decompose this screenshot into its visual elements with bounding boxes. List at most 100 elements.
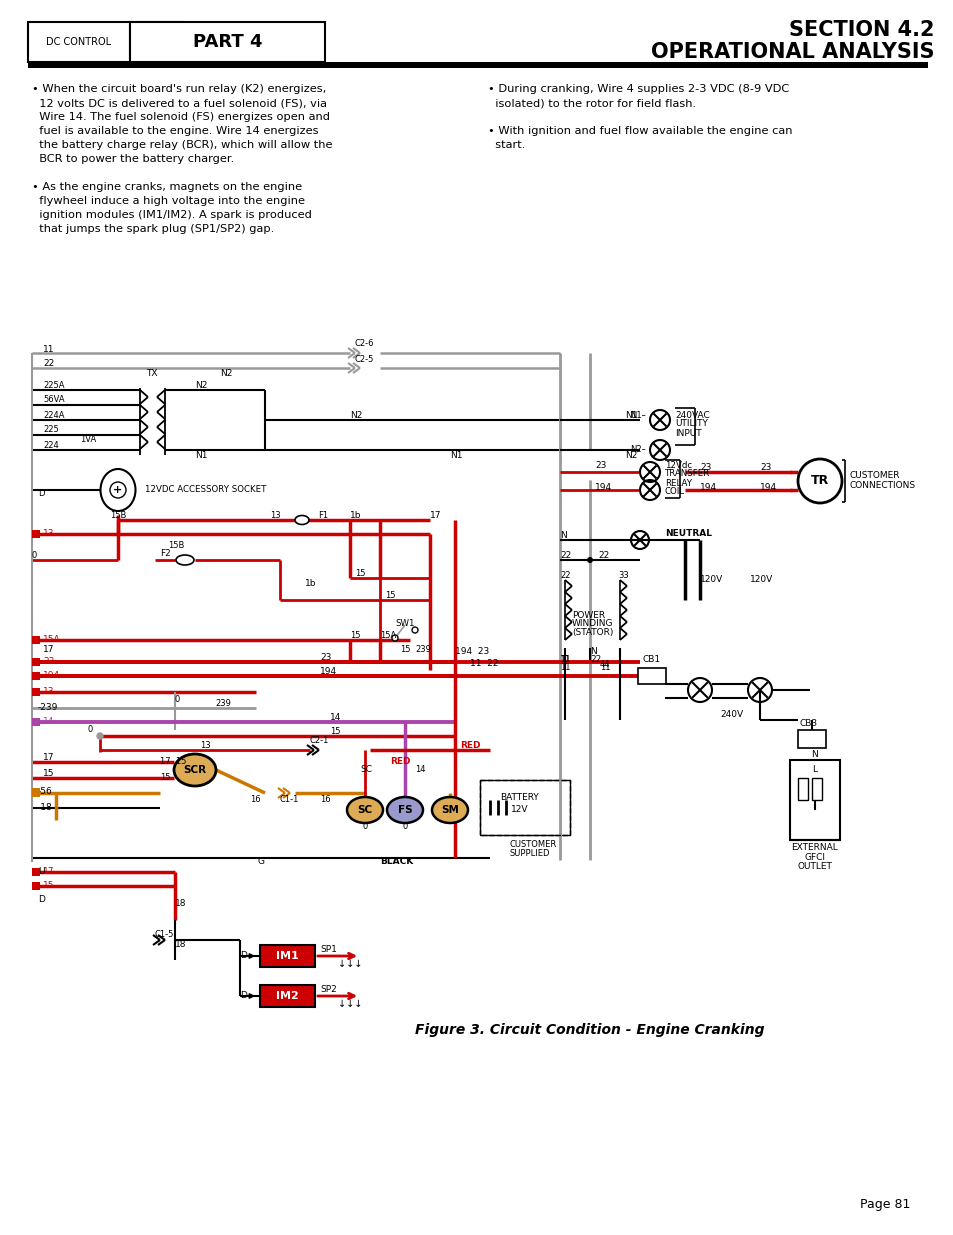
Bar <box>638 668 665 684</box>
Text: L: L <box>812 766 817 774</box>
Text: C2-1: C2-1 <box>310 736 329 746</box>
Text: 11  22: 11 22 <box>470 659 498 668</box>
Text: 15B: 15B <box>110 510 126 520</box>
Text: RED: RED <box>390 757 410 767</box>
Ellipse shape <box>175 555 193 564</box>
Text: 15: 15 <box>355 569 365 578</box>
Text: NEUTRAL: NEUTRAL <box>664 530 711 538</box>
Text: SC: SC <box>359 766 372 774</box>
Text: D: D <box>240 992 247 1000</box>
Text: SP1: SP1 <box>319 946 336 955</box>
Text: Wire 14. The fuel solenoid (FS) energizes open and: Wire 14. The fuel solenoid (FS) energize… <box>32 112 330 122</box>
Text: -239: -239 <box>38 704 58 713</box>
Text: 15: 15 <box>330 727 340 736</box>
Bar <box>797 778 807 800</box>
Text: 44: 44 <box>599 661 610 669</box>
Bar <box>260 986 314 1007</box>
Text: N2: N2 <box>350 411 362 420</box>
Text: WINDING: WINDING <box>572 620 613 629</box>
Text: IM1: IM1 <box>275 951 298 961</box>
Text: N1: N1 <box>624 411 637 420</box>
Text: N2: N2 <box>194 380 207 389</box>
Text: CB1: CB1 <box>642 656 660 664</box>
Text: 239: 239 <box>415 646 431 655</box>
Text: 194  23: 194 23 <box>455 647 489 657</box>
Text: N1–: N1– <box>629 411 645 420</box>
Text: 1b: 1b <box>305 579 316 589</box>
Text: 15B: 15B <box>168 541 184 550</box>
Text: 23: 23 <box>760 463 771 473</box>
Text: N1: N1 <box>450 452 462 461</box>
Text: 22: 22 <box>598 552 609 561</box>
Text: C2-6: C2-6 <box>355 340 375 348</box>
Ellipse shape <box>432 797 468 823</box>
Ellipse shape <box>100 469 135 511</box>
Text: 33: 33 <box>618 571 628 579</box>
Text: FS: FS <box>397 805 412 815</box>
Text: BLACK: BLACK <box>379 857 413 867</box>
Text: 0: 0 <box>32 552 37 561</box>
Circle shape <box>97 734 103 739</box>
Text: CONNECTIONS: CONNECTIONS <box>849 482 915 490</box>
Text: 194: 194 <box>700 483 717 492</box>
Text: 15A: 15A <box>43 636 61 645</box>
Text: 240V: 240V <box>720 710 742 720</box>
Text: C1-1: C1-1 <box>280 795 299 804</box>
Text: COIL: COIL <box>664 488 684 496</box>
Text: the battery charge relay (BCR), which will allow the: the battery charge relay (BCR), which wi… <box>32 140 333 149</box>
Text: 16: 16 <box>319 795 331 804</box>
Bar <box>32 788 40 797</box>
Text: SW1: SW1 <box>395 619 414 627</box>
Text: start.: start. <box>488 140 525 149</box>
Text: SP2: SP2 <box>319 986 336 994</box>
Text: 22: 22 <box>589 656 600 664</box>
Text: 16: 16 <box>250 795 260 804</box>
Text: 194: 194 <box>43 672 60 680</box>
Bar <box>797 730 825 748</box>
Text: 18: 18 <box>174 899 186 909</box>
Text: 23: 23 <box>43 657 54 667</box>
Text: 11: 11 <box>559 656 571 664</box>
Text: 17: 17 <box>43 753 54 762</box>
Text: +: + <box>113 485 123 495</box>
Text: 15: 15 <box>385 590 395 599</box>
Text: SC: SC <box>357 805 373 815</box>
Bar <box>811 778 821 800</box>
Text: 225A: 225A <box>43 382 65 390</box>
Text: U: U <box>38 867 45 877</box>
Text: ↓↓↓: ↓↓↓ <box>337 999 362 1009</box>
Text: -56: -56 <box>38 788 52 797</box>
Text: CUSTOMER: CUSTOMER <box>510 841 557 850</box>
Text: 14: 14 <box>415 766 425 774</box>
Text: C1-5: C1-5 <box>154 930 174 940</box>
Bar <box>32 658 40 666</box>
Text: 22: 22 <box>43 359 54 368</box>
Text: 17: 17 <box>430 511 441 520</box>
Text: 194: 194 <box>319 667 336 677</box>
Text: 23: 23 <box>595 461 606 469</box>
Text: 12Vdc: 12Vdc <box>664 461 691 469</box>
Text: 13: 13 <box>200 741 211 751</box>
Text: N2: N2 <box>624 452 637 461</box>
Ellipse shape <box>294 515 309 525</box>
Circle shape <box>110 482 126 498</box>
Text: 17  15: 17 15 <box>160 757 186 767</box>
Bar <box>32 789 40 797</box>
Text: SUPPLIED: SUPPLIED <box>510 850 550 858</box>
Text: BATTERY: BATTERY <box>500 794 538 803</box>
Text: 14: 14 <box>43 718 54 726</box>
Text: C2-5: C2-5 <box>355 354 374 363</box>
Text: N: N <box>589 647 597 657</box>
Text: that jumps the spark plug (SP1/SP2) gap.: that jumps the spark plug (SP1/SP2) gap. <box>32 224 274 233</box>
Text: 11: 11 <box>559 663 570 673</box>
Text: SM: SM <box>440 805 458 815</box>
Text: SECTION 4.2: SECTION 4.2 <box>789 20 934 40</box>
Text: 225: 225 <box>43 426 59 435</box>
Text: GFCI: GFCI <box>803 853 824 862</box>
Ellipse shape <box>347 797 382 823</box>
Text: F1: F1 <box>317 511 328 520</box>
Text: 0: 0 <box>88 725 93 735</box>
Text: 15: 15 <box>43 769 54 778</box>
Text: N: N <box>811 751 818 760</box>
Text: TX: TX <box>146 369 157 378</box>
